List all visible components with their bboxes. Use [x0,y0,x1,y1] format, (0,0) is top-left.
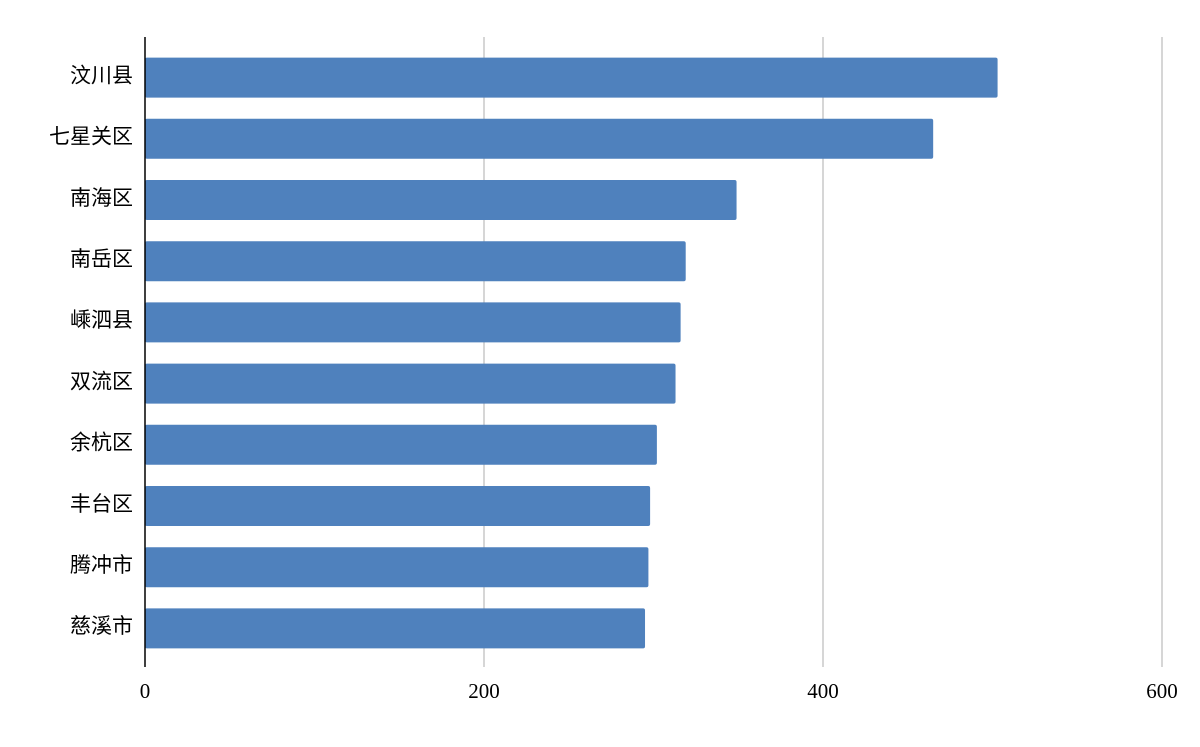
bar [145,608,646,649]
x-tick-label: 200 [468,679,500,703]
y-tick-label: 丰台区 [70,492,133,516]
y-tick-label: 南岳区 [70,247,133,271]
x-tick-label: 0 [140,679,151,703]
bar [145,118,934,159]
bar [145,547,649,588]
y-tick-label: 双流区 [70,369,133,393]
bar [145,57,998,98]
y-tick-label: 慈溪市 [70,614,133,638]
bar [145,363,676,404]
bar [145,486,651,526]
y-tick-label: 腾冲市 [70,553,133,577]
y-tick-label: 七星关区 [49,125,133,149]
bar [145,241,686,282]
bar [145,302,681,343]
y-tick-label: 南海区 [70,186,133,210]
x-tick-label: 400 [807,679,839,703]
x-tick-label: 600 [1146,679,1178,703]
y-tick-label: 余杭区 [70,431,133,455]
bar [145,424,657,465]
bar [145,180,737,220]
y-tick-label: 汶川县 [70,63,133,87]
y-tick-label: 嵊泗县 [70,308,133,332]
